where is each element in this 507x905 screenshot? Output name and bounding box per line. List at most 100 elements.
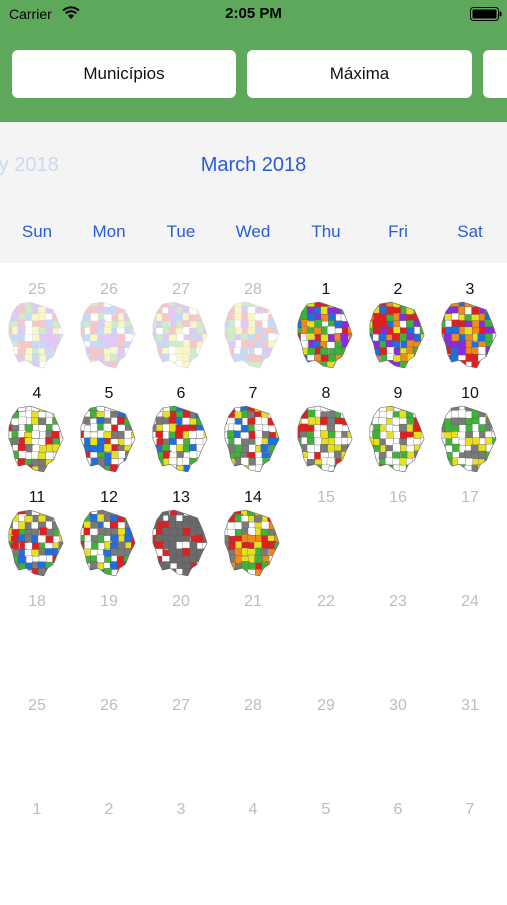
map-region (241, 425, 249, 433)
maxima-button[interactable]: Máxima (247, 50, 472, 98)
calendar-day[interactable]: 6 (362, 801, 434, 905)
calendar-day[interactable]: 25 (1, 281, 73, 385)
map-region (204, 509, 211, 517)
map-region (499, 355, 500, 363)
calendar-day[interactable]: 7 (434, 801, 506, 905)
calendar-day[interactable]: 18 (1, 593, 73, 697)
calendar-day[interactable]: 16 (362, 489, 434, 593)
calendar-day[interactable]: 8 (290, 385, 362, 489)
map-region (11, 314, 19, 322)
calendar-day[interactable]: 2 (73, 801, 145, 905)
calendar-day[interactable]: 1 (1, 801, 73, 905)
map-region (118, 431, 126, 439)
map-region (137, 466, 139, 474)
map-region (52, 577, 60, 579)
map-region (268, 568, 276, 576)
map-region (5, 306, 12, 314)
calendar-day[interactable]: 2 (362, 281, 434, 385)
map-region (438, 451, 445, 459)
map-region (276, 314, 283, 322)
calendar-day[interactable]: 15 (290, 489, 362, 593)
map-region (189, 404, 197, 412)
calendar-day[interactable]: 20 (145, 593, 217, 697)
calendar-day[interactable]: 9 (362, 385, 434, 489)
calendar-day[interactable]: 26 (73, 281, 145, 385)
municipios-button[interactable]: Municípios (12, 50, 236, 98)
day-number: 1 (1, 801, 73, 819)
day-number: 29 (290, 697, 362, 715)
calendar-day[interactable]: 11 (1, 489, 73, 593)
day-number: 3 (434, 281, 506, 299)
calendar-day[interactable]: 10 (434, 385, 506, 489)
map-region (45, 437, 53, 445)
calendar-day[interactable]: 31 (434, 697, 506, 801)
map-region (104, 444, 112, 452)
map-region (413, 472, 421, 475)
map-region (155, 569, 163, 577)
map-region (275, 521, 283, 529)
calendar-day[interactable]: 3 (145, 801, 217, 905)
calendar-day[interactable]: 22 (290, 593, 362, 697)
calendar-day[interactable]: 28 (217, 281, 289, 385)
state-map-thumbnail (5, 299, 67, 371)
calendar-day[interactable]: 5 (290, 801, 362, 905)
calendar-day[interactable]: 27 (145, 697, 217, 801)
calendar-day[interactable]: 19 (73, 593, 145, 697)
map-region (131, 369, 139, 371)
map-region (234, 367, 242, 371)
calendar-day[interactable]: 24 (434, 593, 506, 697)
map-region (202, 340, 210, 348)
map-region (12, 368, 20, 371)
map-region (66, 424, 67, 432)
map-region (131, 300, 139, 308)
map-region (276, 575, 283, 579)
calendar-day[interactable]: 28 (217, 697, 289, 801)
day-number: 4 (217, 801, 289, 819)
calendar-day[interactable]: 25 (1, 697, 73, 801)
map-region (439, 405, 447, 413)
calendar-day[interactable]: 14 (217, 489, 289, 593)
calendar-day[interactable]: 6 (145, 385, 217, 489)
map-region (308, 410, 316, 418)
map-region (498, 313, 500, 321)
map-region (427, 334, 428, 342)
map-region (90, 562, 98, 570)
map-region (59, 404, 67, 412)
map-region (131, 577, 139, 579)
calendar-day[interactable]: 4 (217, 801, 289, 905)
map-region (124, 562, 132, 570)
map-region (32, 361, 40, 369)
map-region (406, 465, 414, 473)
calendar-day[interactable]: 4 (1, 385, 73, 489)
calendar-day[interactable]: 23 (362, 593, 434, 697)
map-region (366, 466, 374, 474)
map-region (137, 361, 139, 369)
calendar-day[interactable]: 29 (290, 697, 362, 801)
map-region (262, 361, 270, 369)
calendar-day[interactable]: 17 (434, 489, 506, 593)
calendar-day[interactable]: 26 (73, 697, 145, 801)
calendar-day[interactable]: 12 (73, 489, 145, 593)
map-region (282, 458, 283, 466)
map-region (281, 411, 283, 419)
calendar-day[interactable]: 1 (290, 281, 362, 385)
calendar-day[interactable]: 21 (217, 593, 289, 697)
map-region (40, 528, 48, 536)
map-region (19, 472, 27, 475)
calendar-day[interactable]: 3 (434, 281, 506, 385)
map-region (65, 340, 67, 348)
calendar-day[interactable]: 27 (145, 281, 217, 385)
map-region (421, 425, 428, 433)
map-region (479, 369, 487, 371)
day-number: 25 (1, 281, 73, 299)
map-region (11, 472, 19, 475)
calendar-day[interactable]: 7 (217, 385, 289, 489)
calendar-day[interactable]: 5 (73, 385, 145, 489)
map-region (118, 451, 126, 459)
third-filter-button[interactable] (483, 50, 507, 98)
calendar-day[interactable]: 13 (145, 489, 217, 593)
day-number: 18 (1, 593, 73, 611)
map-region (97, 514, 105, 522)
calendar-day[interactable]: 30 (362, 697, 434, 801)
map-region (150, 569, 158, 577)
